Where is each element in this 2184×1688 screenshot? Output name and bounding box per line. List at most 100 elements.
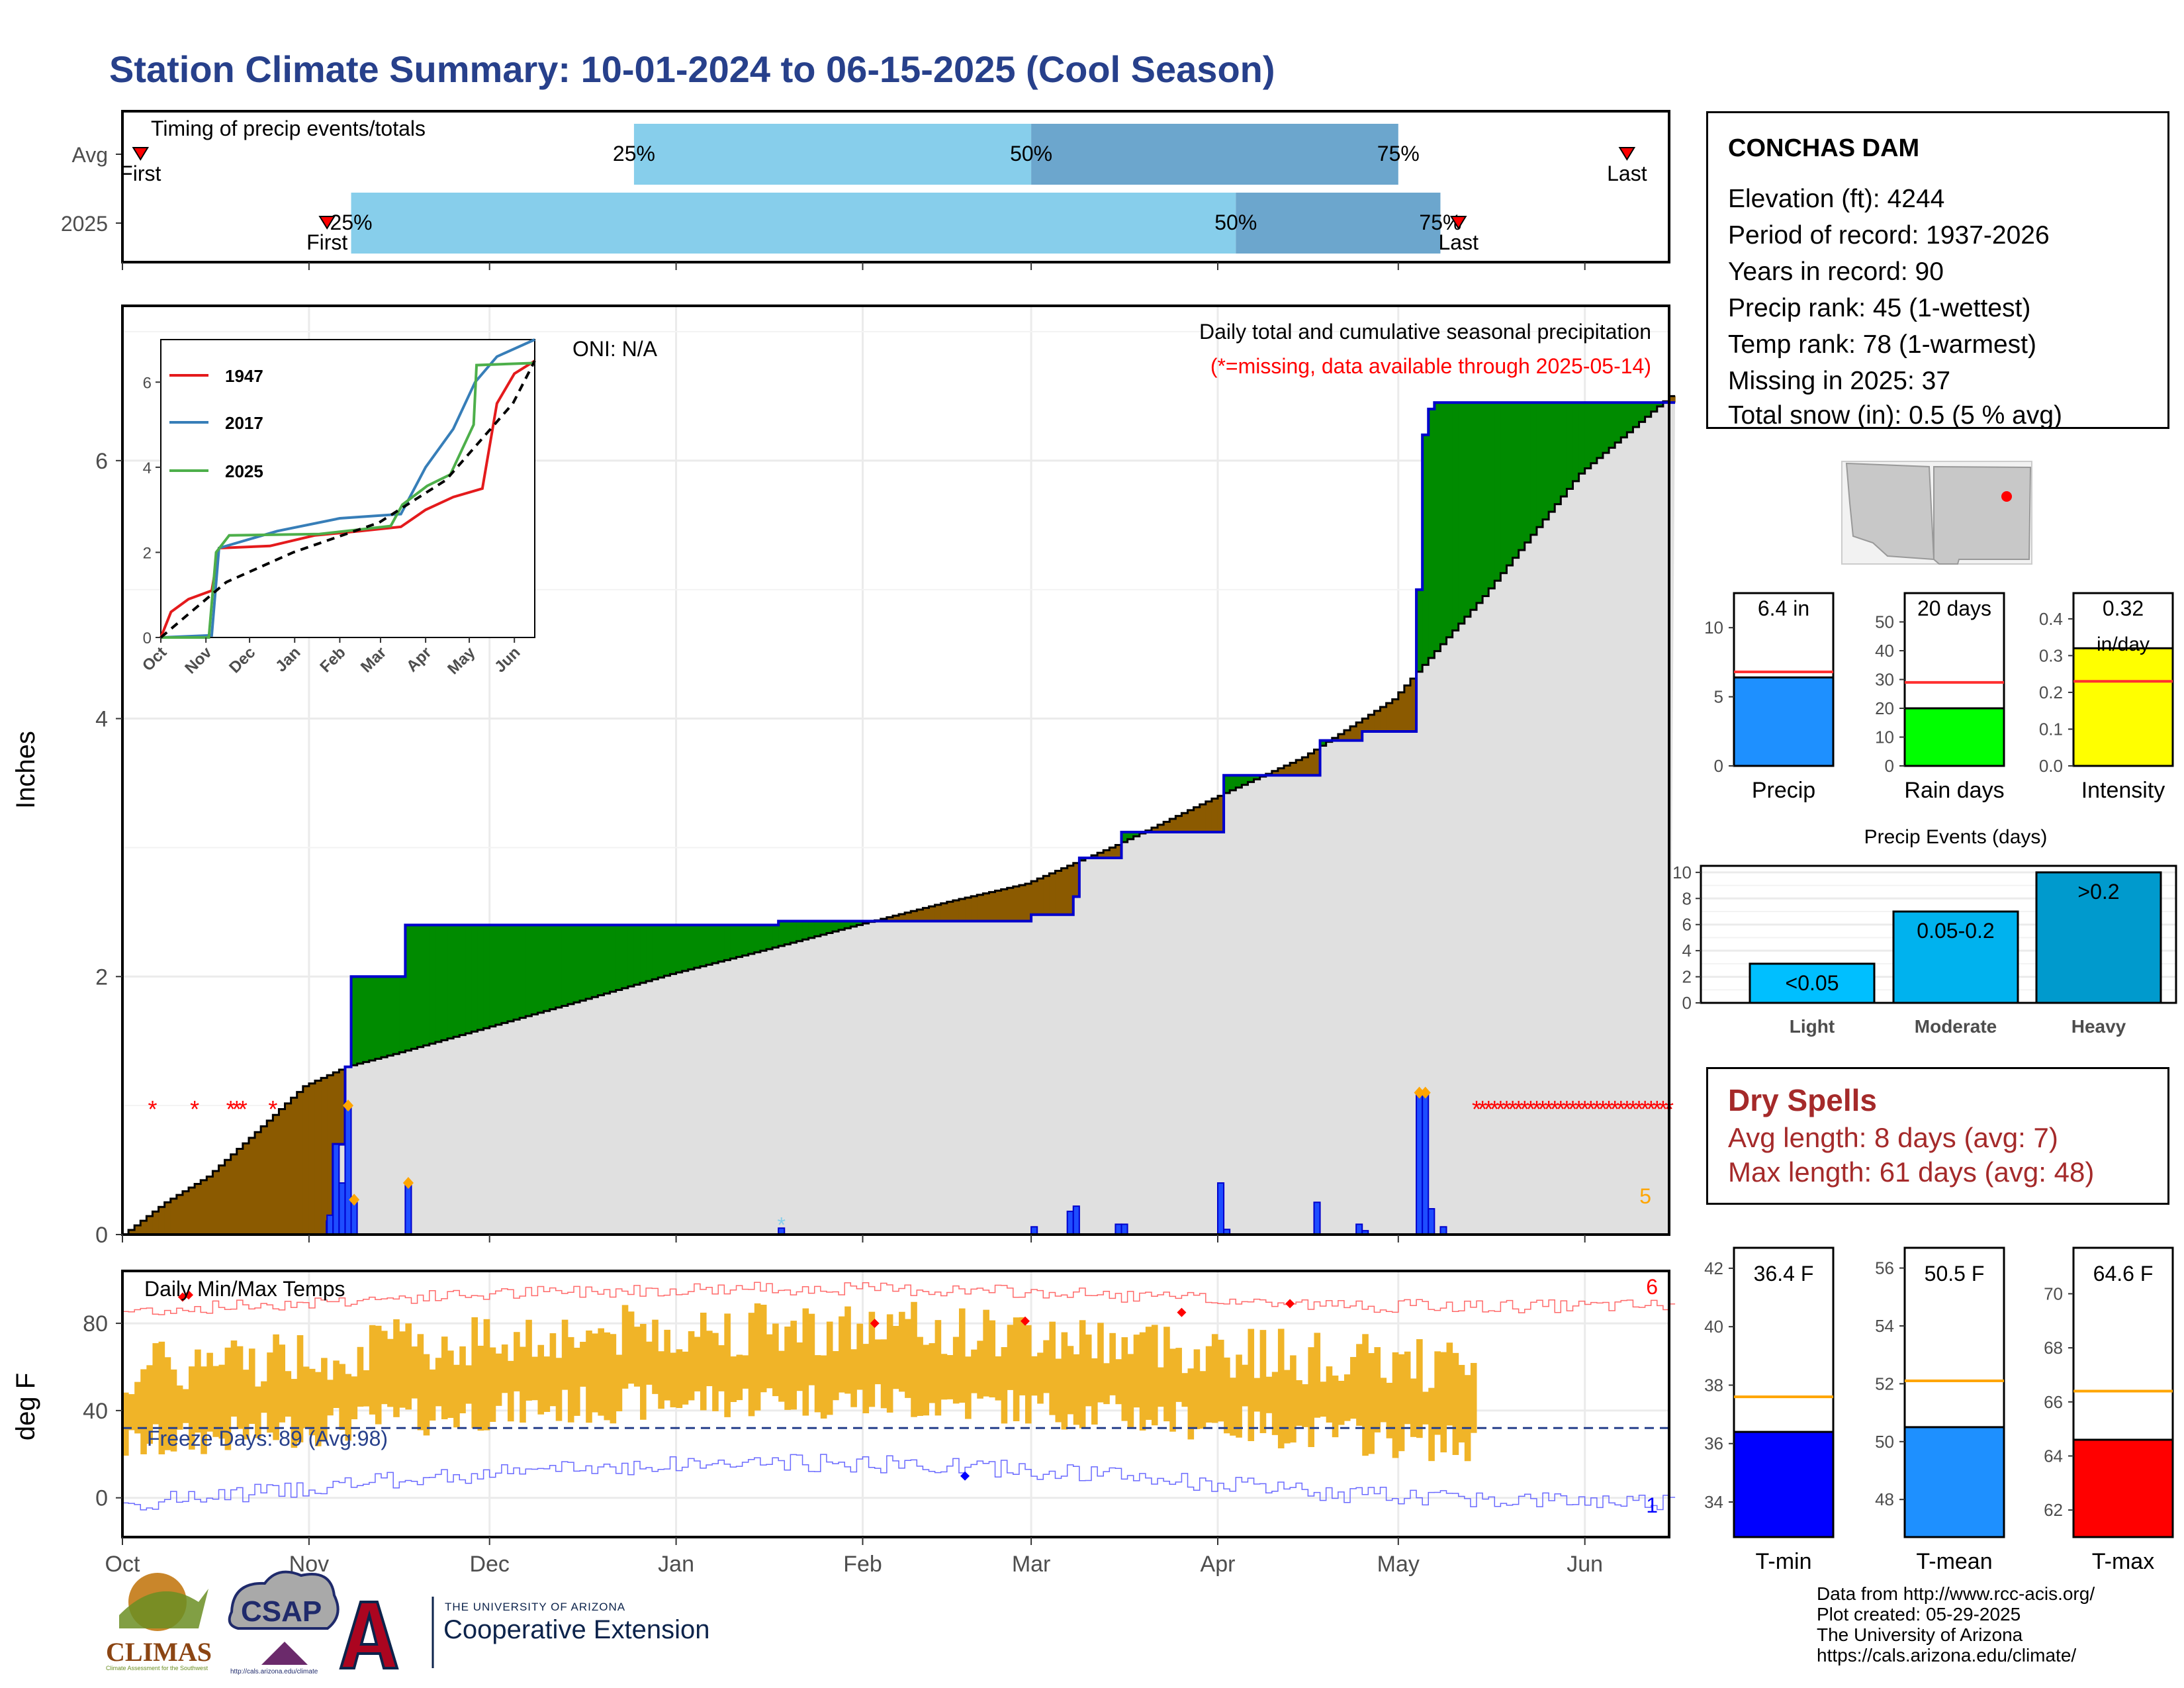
daily-temp-bar [423, 1354, 430, 1436]
value-bar [1903, 707, 2005, 767]
deficit-fill [1055, 870, 1062, 915]
deficit-fill [158, 1207, 165, 1235]
panel-axis-label: T-min [1756, 1549, 1812, 1574]
daily-temp-bar [820, 1355, 827, 1419]
y-tick-label: 38 [1704, 1375, 1723, 1395]
daily-temp-bar [489, 1347, 496, 1422]
deficit-fill [934, 904, 942, 921]
daily-temp-bar [248, 1348, 255, 1425]
daily-temp-bar [1127, 1354, 1134, 1429]
daily-temp-bar [459, 1346, 466, 1414]
inset-series-1947 [159, 359, 536, 638]
deficit-fill [971, 896, 978, 921]
daily-temp-bar [483, 1319, 490, 1430]
deficit-fill [1061, 868, 1068, 915]
surplus-fill [1524, 402, 1531, 543]
deficit-fill [917, 909, 924, 921]
surplus-fill [574, 925, 580, 1003]
inset-y-tick-label: 0 [143, 630, 152, 647]
daily-temp-bar [808, 1313, 815, 1385]
daily-temp-bar [1320, 1382, 1327, 1417]
y-tick-label: 50 [1875, 612, 1894, 632]
missing-marker: * [1478, 1096, 1487, 1123]
surplus-fill [549, 925, 557, 1009]
missing-marker: * [1647, 1096, 1656, 1123]
event-marker [1449, 216, 1467, 230]
freeze-days-label: Freeze Days: 89 (Avg:98) [147, 1427, 388, 1450]
snow-marker [1414, 1086, 1425, 1099]
daily-temp-bar [351, 1376, 358, 1420]
missing-marker: * [1502, 1096, 1511, 1123]
panel-border [121, 110, 1670, 263]
surplus-fill [1651, 402, 1658, 412]
daily-temp-bar [267, 1352, 273, 1433]
deficit-fill [899, 914, 905, 921]
daily-temp-bar [946, 1355, 954, 1399]
csap-logo-text: CSAP [241, 1595, 322, 1628]
surplus-fill [1621, 402, 1627, 438]
trace-marker: * [777, 1213, 785, 1237]
panel-axis-label: Precip [1752, 778, 1815, 803]
y-tick-label: 40 [1875, 641, 1894, 661]
surplus-fill [839, 921, 845, 930]
daily-temp-bar [814, 1355, 821, 1413]
ua-logo-bottom: Cooperative Extension [443, 1615, 710, 1644]
daily-temp-bar [934, 1320, 942, 1416]
deficit-fill [321, 1078, 328, 1235]
surplus-fill [1236, 775, 1242, 788]
surplus-fill [766, 925, 773, 949]
surplus-fill [525, 925, 532, 1017]
y-tick-label: 0.0 [2039, 756, 2063, 776]
y-tick-label: 0 [95, 1223, 108, 1248]
deficit-fill [983, 893, 990, 921]
surplus-fill [351, 976, 358, 1066]
daily-temp-bar [1217, 1339, 1224, 1422]
deficit-fill [308, 1083, 316, 1235]
y-tick-label: 36 [1704, 1434, 1723, 1454]
surplus-fill [658, 925, 665, 978]
deficit-fill [1398, 692, 1405, 732]
temperature-chart: Daily Min/Max Temps Freeze Days: 89 (Avg:… [11, 1270, 1676, 1577]
daily-temp-bar [465, 1365, 472, 1404]
surplus-fill [1555, 402, 1561, 504]
event-label: Last [1607, 162, 1647, 185]
panel-border [1700, 865, 2177, 1004]
daily-temp-bar [1308, 1347, 1314, 1448]
daily-temp-bar [453, 1364, 460, 1428]
oni-label: ONI: N/A [572, 337, 658, 361]
daily-temp-bar [1109, 1333, 1116, 1395]
precip-subtitle: (*=missing, data available through 2025-… [1210, 354, 1651, 378]
deficit-fill [1356, 722, 1363, 741]
quartile-bar-25-50 [633, 124, 1032, 185]
y-tick-label: 6 [1682, 915, 1692, 935]
daily-temp-bar [164, 1357, 171, 1450]
deficit-fill [296, 1092, 304, 1235]
daily-temp-bar [1055, 1358, 1062, 1423]
missing-marker: * [1544, 1096, 1553, 1123]
surplus-fill [1530, 402, 1537, 535]
quartile-label: 25% [330, 211, 373, 234]
daily-temp-bar [128, 1394, 135, 1430]
daily-temp-bar [1067, 1346, 1074, 1415]
missing-marker: * [1628, 1096, 1637, 1123]
y-tick-label: 6 [95, 449, 108, 474]
panel-axis-label: Intensity [2081, 778, 2165, 803]
surplus-fill [1561, 402, 1568, 497]
daily-temp-bar [1422, 1391, 1429, 1425]
surplus-fill [561, 925, 569, 1006]
daily-temp-bar [1158, 1367, 1164, 1407]
event-marker [318, 216, 336, 230]
y-tick-label: 0.1 [2039, 719, 2063, 739]
deficit-fill [892, 915, 899, 921]
surplus-fill [1633, 402, 1640, 428]
surplus-fill [381, 976, 388, 1058]
x-tick-label: Jun [1567, 1552, 1603, 1577]
daily-temp-bar [682, 1351, 689, 1405]
daily-temp-bar [899, 1311, 905, 1392]
surplus-fill [778, 921, 785, 946]
deficit-fill [134, 1225, 141, 1235]
deficit-fill [1007, 888, 1014, 921]
missing-marker: * [1598, 1096, 1608, 1123]
daily-temp-bar [1350, 1356, 1357, 1419]
deficit-fill [128, 1230, 135, 1235]
